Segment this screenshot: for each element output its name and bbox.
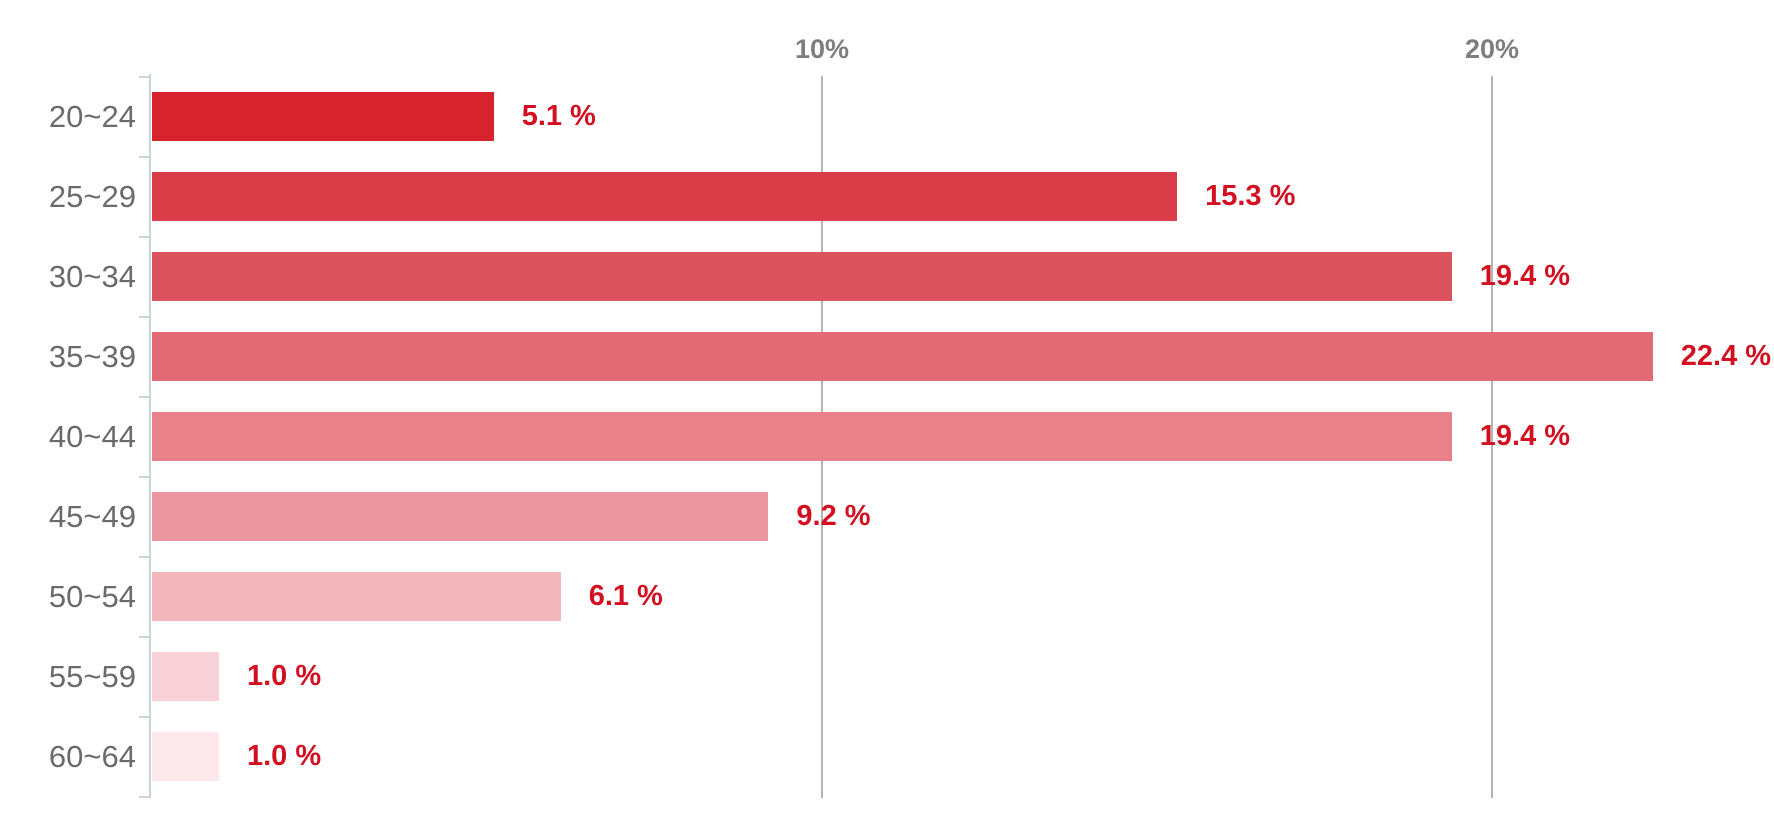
bar-20-24 xyxy=(152,92,494,141)
category-label-60-64: 60~64 xyxy=(48,739,136,774)
y-axis-tick xyxy=(139,556,150,558)
bar-30-34 xyxy=(152,252,1452,301)
value-label-45-49: 9.2 % xyxy=(796,500,871,532)
bar-55-59 xyxy=(152,652,219,701)
y-axis-tick xyxy=(139,236,150,238)
bar-60-64 xyxy=(152,732,219,781)
bar-50-54 xyxy=(152,572,561,621)
y-axis-line xyxy=(149,74,151,798)
bar-25-29 xyxy=(152,172,1178,221)
y-axis-tick xyxy=(139,156,150,158)
value-label-35-39: 22.4 % xyxy=(1680,340,1772,372)
value-label-55-59: 1.0 % xyxy=(247,660,322,692)
bar-40-44 xyxy=(152,412,1452,461)
category-label-25-29: 25~29 xyxy=(48,179,136,214)
y-axis-tick xyxy=(139,716,150,718)
x-tick-label-20pct: 20% xyxy=(1464,34,1520,64)
x-gridline-20pct xyxy=(1491,76,1493,798)
y-axis-tick xyxy=(139,396,150,398)
value-label-20-24: 5.1 % xyxy=(521,100,596,132)
category-label-20-24: 20~24 xyxy=(48,99,136,134)
value-label-60-64: 1.0 % xyxy=(247,740,322,772)
category-label-50-54: 50~54 xyxy=(48,579,136,614)
category-label-55-59: 55~59 xyxy=(48,659,136,694)
value-label-30-34: 19.4 % xyxy=(1479,260,1571,292)
value-label-25-29: 15.3 % xyxy=(1205,180,1296,212)
bar-35-39 xyxy=(152,332,1653,381)
value-label-50-54: 6.1 % xyxy=(588,580,663,612)
y-axis-tick xyxy=(139,796,150,798)
category-label-45-49: 45~49 xyxy=(48,499,136,534)
category-label-40-44: 40~44 xyxy=(48,419,136,454)
y-axis-tick xyxy=(139,476,150,478)
y-axis-tick xyxy=(139,316,150,318)
y-axis-tick xyxy=(139,76,150,78)
y-axis-tick xyxy=(139,636,150,638)
x-tick-label-10pct: 10% xyxy=(794,34,850,64)
category-label-30-34: 30~34 xyxy=(48,259,136,294)
category-label-35-39: 35~39 xyxy=(48,339,136,374)
value-label-40-44: 19.4 % xyxy=(1479,420,1571,452)
bar-45-49 xyxy=(152,492,769,541)
